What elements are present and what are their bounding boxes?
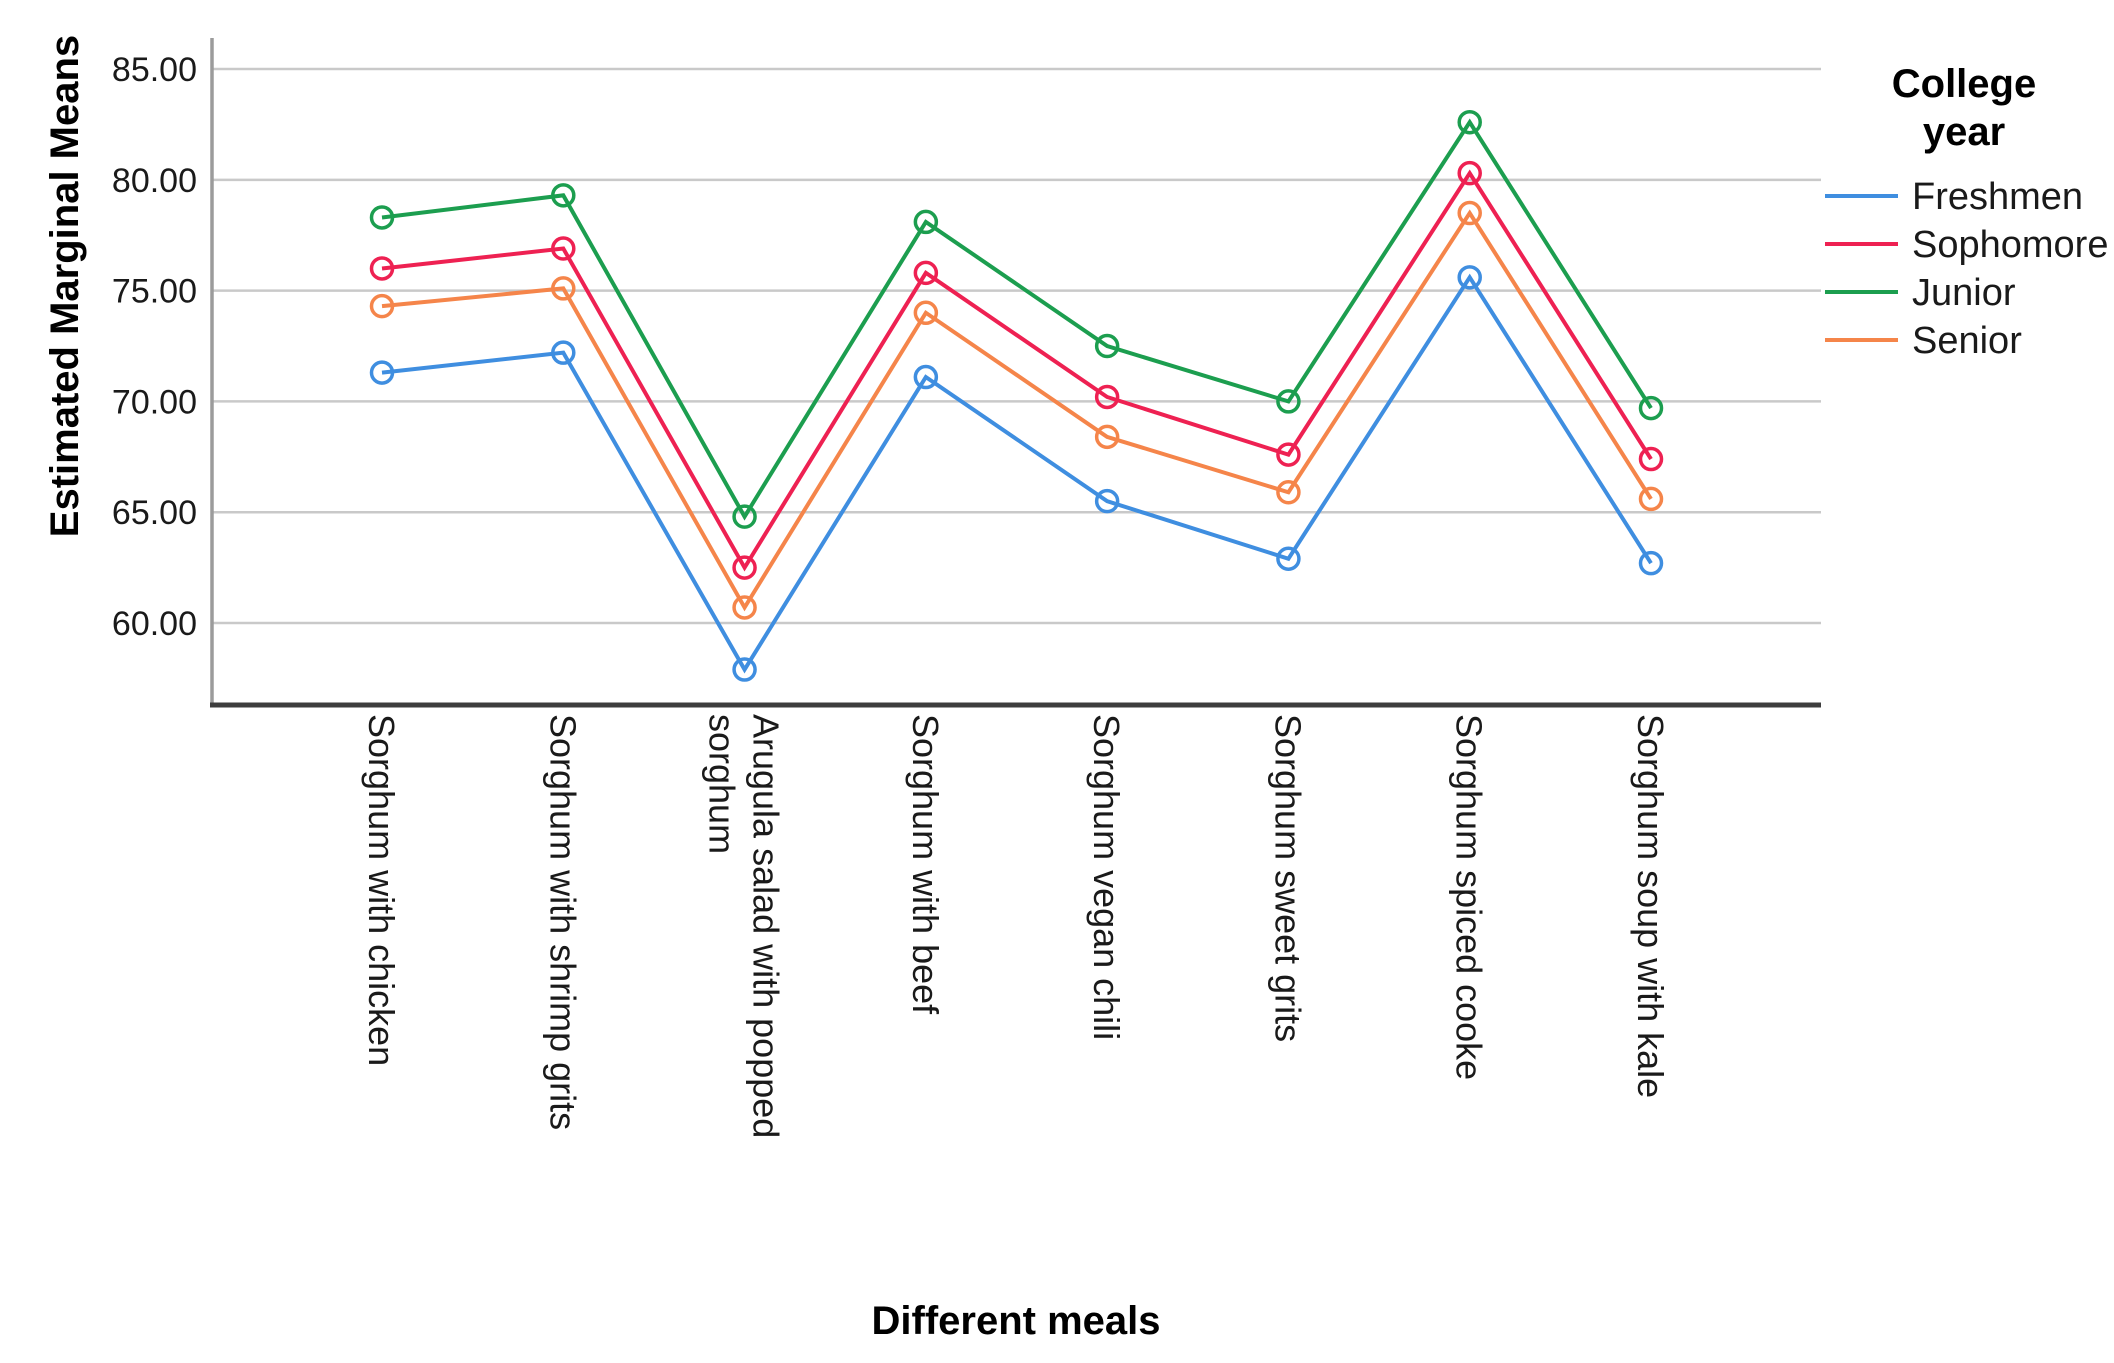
y-tick-label: 75.00 [112,273,197,311]
marker-senior-6 [1457,200,1482,226]
marker-junior-7 [1638,395,1664,421]
category-labels-group: Sorghum with chicken Sorghum with shrimp … [361,714,1671,1138]
marker-freshmen-7 [1638,550,1664,576]
category-label: Sorghum sweet grits [1267,714,1308,1042]
series-line-sophomore [381,169,1653,572]
marker-senior-7 [1638,486,1664,512]
marker-freshmen-6 [1457,265,1482,290]
marker-sophomore-2 [732,555,757,580]
marker-freshmen-0 [369,360,395,385]
category-label: Sorghum soup with kale [1630,714,1671,1098]
marker-sophomore-1 [551,236,576,261]
x-axis-title: Different meals [872,1299,1161,1343]
series-line-freshmen [381,273,1653,674]
marker-sophomore-0 [369,256,395,281]
gridlines-group [212,67,1821,625]
category-label: Sorghum with beef [905,714,946,1015]
category-label: Arugula salad with popped [746,714,787,1138]
marker-sophomore-6 [1457,160,1482,186]
marker-sophomore-7 [1638,446,1664,472]
marker-freshmen-4 [1094,488,1120,514]
legend-label-senior: Senior [1912,320,2022,362]
marker-junior-4 [1094,333,1120,359]
category-label: Sorghum spiced cooke [1449,714,1490,1080]
category-label: Sorghum vegan chili [1086,714,1127,1040]
marker-freshmen-5 [1276,546,1301,571]
legend-label-freshmen: Freshmen [1912,176,2083,218]
category-label: sorghum [702,714,743,854]
marker-senior-1 [551,276,576,301]
y-tick-labels-group: 85.00 80.00 75.00 70.00 65.00 60.00 [112,51,197,643]
marker-junior-6 [1457,109,1482,135]
marker-junior-5 [1276,389,1301,414]
legend-title: College [1892,62,2036,106]
y-tick-label: 65.00 [112,494,197,532]
category-label: Sorghum with shrimp grits [542,714,583,1130]
marker-senior-5 [1276,480,1301,505]
y-tick-label: 70.00 [112,383,197,421]
marker-freshmen-1 [551,340,576,365]
marker-senior-2 [732,595,757,620]
marker-freshmen-2 [732,657,757,682]
marker-sophomore-3 [913,260,939,286]
series-line-senior [381,209,1653,612]
y-axis-title: Estimated Marginal Means [43,35,87,537]
marker-sophomore-4 [1094,384,1120,410]
y-tick-label: 60.00 [112,605,197,643]
marker-sophomore-5 [1276,442,1301,467]
marker-junior-0 [369,205,395,230]
series-line-junior [381,118,1653,521]
marker-junior-2 [732,504,757,529]
category-label: Sorghum with chicken [361,714,402,1066]
marker-freshmen-3 [913,364,939,390]
marker-senior-4 [1094,424,1120,450]
y-tick-label: 85.00 [112,51,197,89]
axes-group [210,38,1821,708]
marker-senior-3 [913,300,939,326]
marker-senior-0 [369,293,395,319]
y-tick-label: 80.00 [112,162,197,200]
legend-title: year [1923,110,2005,154]
marker-junior-1 [551,183,576,208]
legend-label-junior: Junior [1912,272,2016,314]
legend-label-sophomore: Sophomore [1912,224,2108,266]
series-group [369,109,1664,682]
marker-junior-3 [913,209,939,235]
